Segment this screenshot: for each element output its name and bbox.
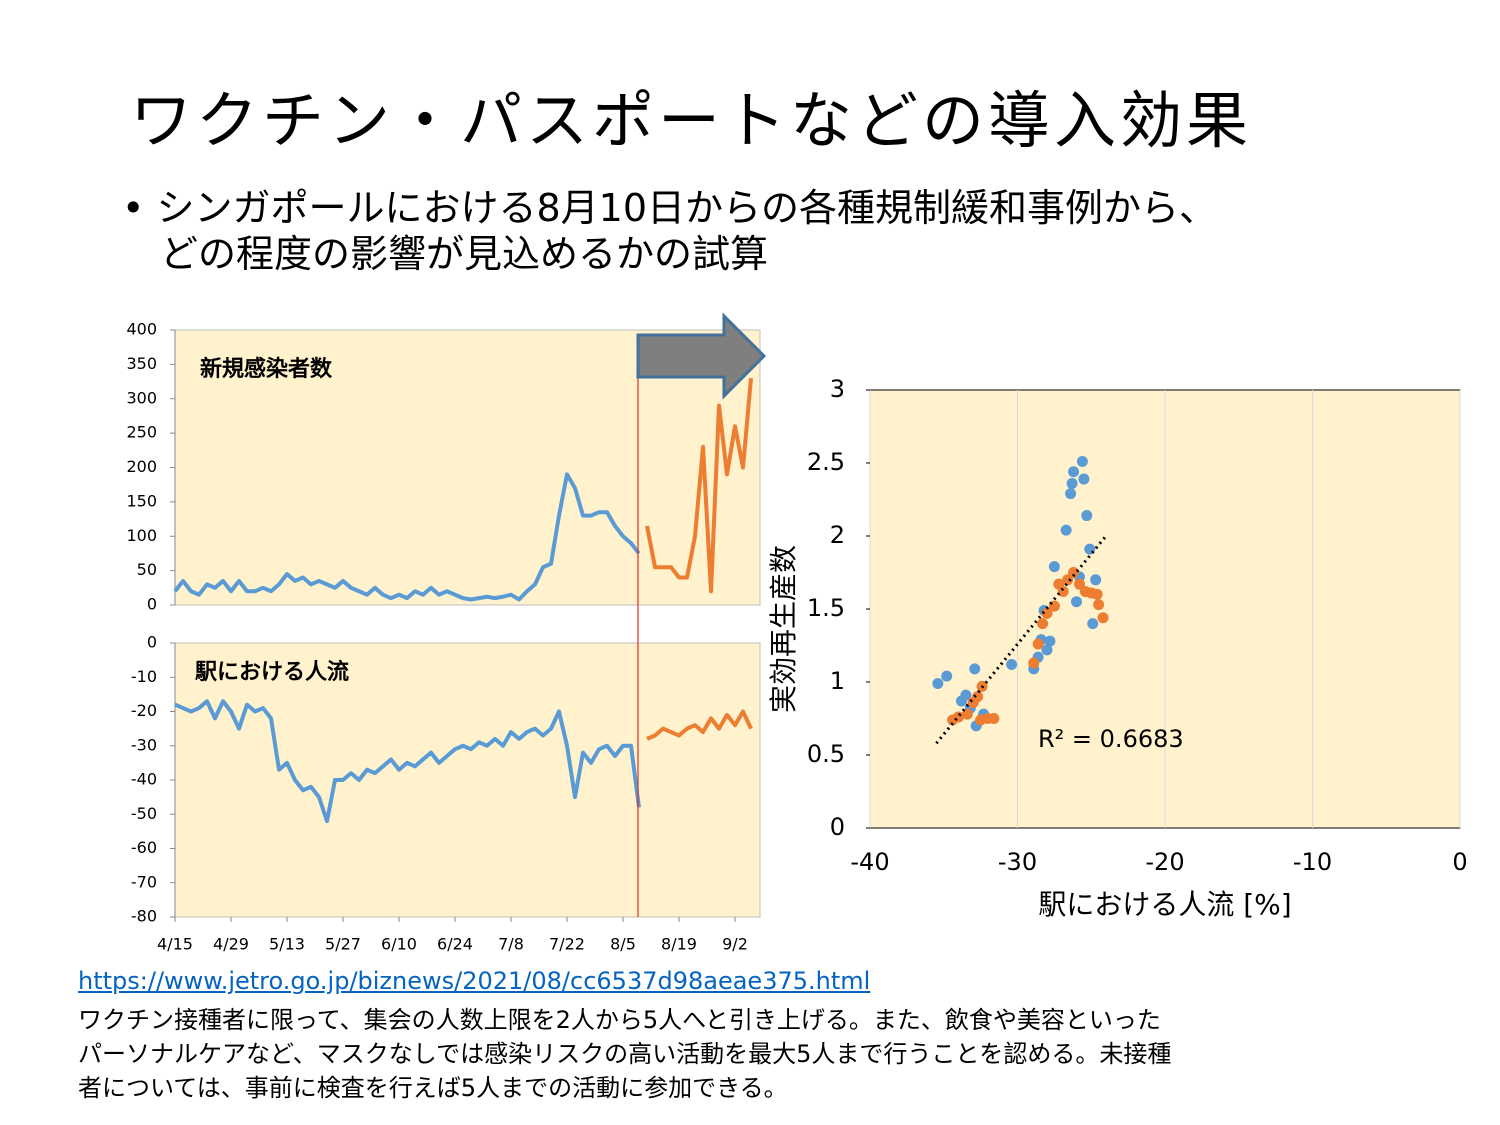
scatter-point <box>1028 657 1040 669</box>
x-tick-label: 5/13 <box>269 935 305 954</box>
x-tick-label: 6/24 <box>437 935 473 954</box>
scatter-point <box>972 691 984 703</box>
bullet-line: どの程度の影響が見込めるかの試算 <box>160 232 769 276</box>
x-tick-label: -10 <box>1293 848 1332 876</box>
y-tick-label: -40 <box>131 770 157 789</box>
y-tick-label: 0.5 <box>807 740 845 768</box>
plot-area <box>174 642 761 918</box>
y-tick-label: 200 <box>126 457 157 476</box>
scatter-point <box>1044 635 1056 647</box>
bullet: • シンガポールにおける8月10日からの各種規制緩和事例から、 どの程度の影響が… <box>122 185 1217 277</box>
scatter-point <box>1006 658 1018 670</box>
x-tick-label: -30 <box>998 848 1037 876</box>
scatter-point <box>941 670 953 682</box>
scatter-point <box>961 708 973 720</box>
note-line: 者については、事前に検査を行えば5人までの活動に参加できる。 <box>78 1074 788 1102</box>
scatter-point <box>1037 618 1049 630</box>
scatter-point <box>1087 618 1099 630</box>
y-tick-label: 150 <box>126 491 157 510</box>
y-tick-label: 350 <box>126 354 157 373</box>
scatter-point <box>969 663 981 675</box>
scatter-point <box>1057 585 1069 597</box>
x-tick-label: 7/22 <box>549 935 585 954</box>
y-tick-label: 3 <box>830 375 845 403</box>
y-tick-label: 100 <box>126 526 157 545</box>
scatter-point <box>1097 612 1109 624</box>
scatter-point <box>1090 574 1102 586</box>
x-tick-label: 4/29 <box>213 935 249 954</box>
y-tick-label: 1.5 <box>807 594 845 622</box>
y-tick-label: 1 <box>830 667 845 695</box>
x-tick-label: 9/2 <box>722 935 748 954</box>
note: ワクチン接種者に限って、集会の人数上限を2人から5人へと引き上げる。また、飲食や… <box>78 1003 1171 1105</box>
x-axis-label: 駅における人流 [%] <box>1038 888 1291 921</box>
y-tick-label: 0 <box>147 633 157 652</box>
note-line: パーソナルケアなど、マスクなしでは感染リスクの高い活動を最大5人まで行うことを認… <box>78 1040 1172 1068</box>
line-series <box>645 377 753 594</box>
y-tick-label: 2.5 <box>807 448 845 476</box>
y-tick-label: 250 <box>126 423 157 442</box>
scatter-point <box>1060 524 1072 536</box>
x-tick-label: 4/15 <box>157 935 193 954</box>
y-tick-label: 400 <box>126 320 157 339</box>
scatter-point <box>932 677 944 689</box>
scatter-point <box>1093 599 1105 611</box>
scatter-point <box>1041 607 1053 619</box>
scatter-point <box>1041 644 1053 656</box>
y-tick-label: -30 <box>131 735 157 754</box>
scatter-point <box>1081 510 1093 522</box>
scatter-point <box>1071 596 1082 608</box>
trendline <box>935 535 1108 745</box>
x-tick-label: 6/10 <box>381 935 417 954</box>
bullet-line: • シンガポールにおける8月10日からの各種規制緩和事例から、 <box>122 186 1218 230</box>
line-series <box>174 699 641 824</box>
x-tick-label: 7/8 <box>498 935 524 954</box>
chart-title: 新規感染者数 <box>200 356 333 382</box>
y-tick-label: 300 <box>126 388 157 407</box>
x-tick-label: 5/27 <box>325 935 361 954</box>
scatter-point <box>1048 561 1060 573</box>
y-tick-label: 0 <box>147 595 157 614</box>
slide-title: ワクチン・パスポートなどの導入効果 <box>130 84 1253 157</box>
x-tick-label: 8/19 <box>661 935 697 954</box>
y-tick-label: -20 <box>131 701 157 720</box>
scatter-point <box>1073 578 1085 590</box>
y-tick-label: 2 <box>830 521 845 549</box>
y-tick-label: -70 <box>131 872 157 891</box>
bullet-text: シンガポールにおける8月10日からの各種規制緩和事例から、 <box>156 186 1218 230</box>
scatter-point <box>1066 477 1078 489</box>
y-tick-label: -50 <box>131 804 157 823</box>
scatter-point <box>1032 638 1044 650</box>
y-axis-label: 実効再生産数 <box>767 545 800 713</box>
source-link[interactable]: https://www.jetro.go.jp/biznews/2021/08/… <box>78 967 871 995</box>
scatter-point <box>1078 473 1090 485</box>
note-line: ワクチン接種者に限って、集会の人数上限を2人から5人へと引き上げる。また、飲食や… <box>78 1006 1161 1034</box>
scatter-point <box>960 689 972 701</box>
scatter-point <box>1068 466 1080 478</box>
annotation: R² = 0.6683 <box>1038 725 1184 753</box>
scatter-point <box>1076 456 1088 468</box>
scatter-point <box>1062 574 1074 586</box>
y-tick-label: -10 <box>131 667 157 686</box>
scatter-point <box>1068 567 1080 578</box>
line-series <box>646 709 753 741</box>
scatter-point <box>1065 488 1077 500</box>
x-tick-label: -40 <box>850 848 889 876</box>
line-series <box>173 472 641 602</box>
y-tick-label: 50 <box>137 560 157 579</box>
y-tick-label: -80 <box>131 907 157 926</box>
charts: 050100150200250300350400新規感染者数-80-70-60-… <box>126 312 1468 954</box>
x-tick-label: 0 <box>1452 848 1467 876</box>
y-tick-label: 0 <box>830 813 845 841</box>
x-tick-label: -20 <box>1145 848 1184 876</box>
x-tick-label: 8/5 <box>610 935 636 954</box>
arrow <box>636 312 767 400</box>
y-tick-label: -60 <box>131 838 157 857</box>
scatter-point <box>988 713 1000 724</box>
scatter-point <box>1091 588 1103 600</box>
chart-title: 駅における人流 <box>195 659 349 685</box>
